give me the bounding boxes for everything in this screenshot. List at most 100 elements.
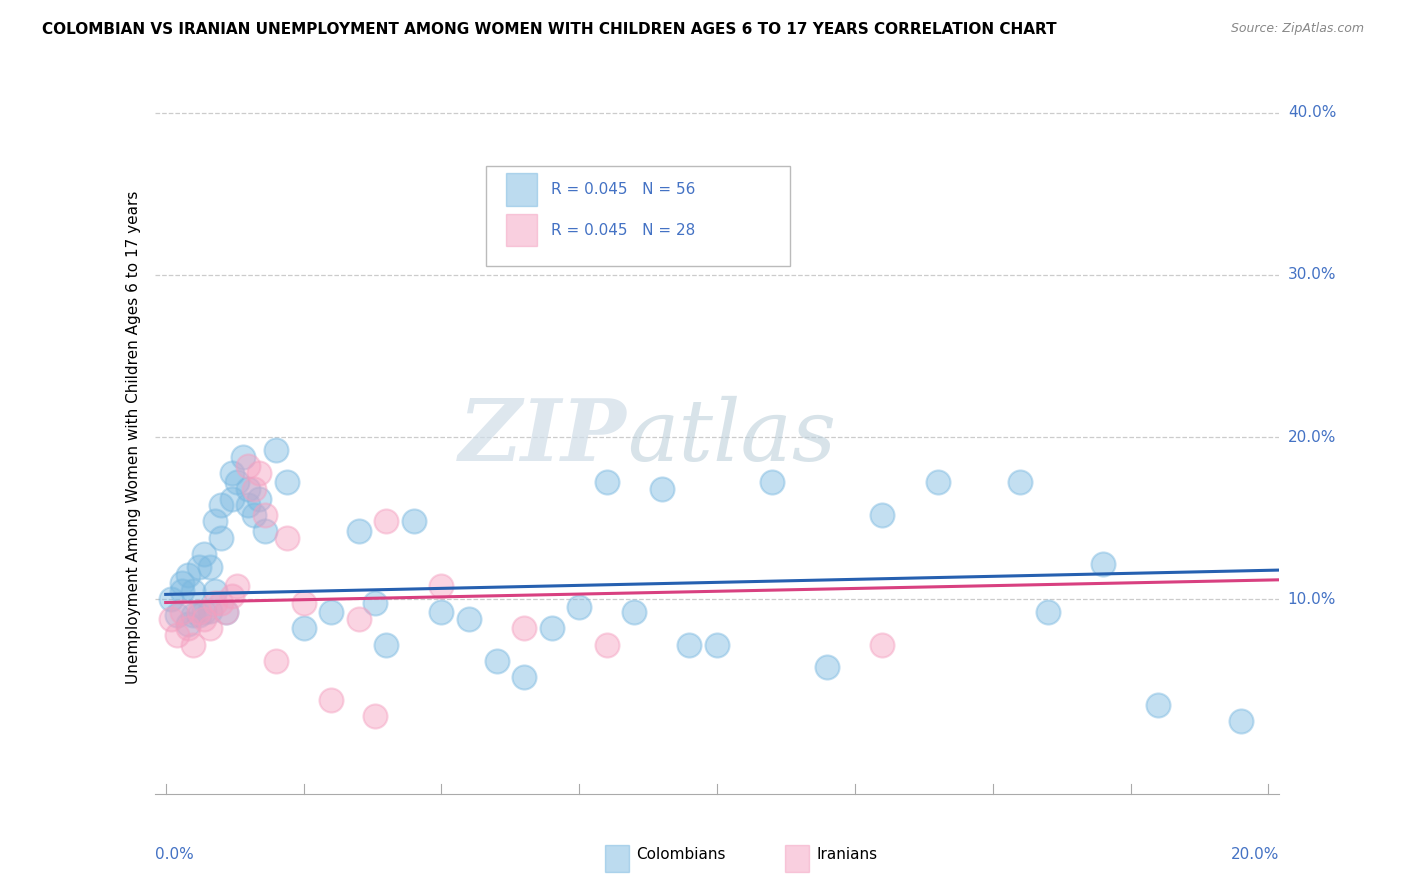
Bar <box>506 173 537 205</box>
Point <box>430 579 453 593</box>
Point <box>458 612 481 626</box>
Point <box>319 605 342 619</box>
Point <box>166 628 188 642</box>
Point <box>253 524 276 538</box>
Point <box>872 508 894 522</box>
Point <box>215 605 238 619</box>
Point <box>181 608 204 623</box>
Point <box>209 531 232 545</box>
Bar <box>506 214 537 246</box>
Point <box>485 654 508 668</box>
Point <box>430 605 453 619</box>
Text: 10.0%: 10.0% <box>1288 591 1336 607</box>
Point <box>193 547 215 561</box>
Point <box>264 654 287 668</box>
Point <box>927 475 949 490</box>
Point <box>177 616 200 631</box>
FancyBboxPatch shape <box>486 166 790 266</box>
Point <box>364 709 387 723</box>
Point <box>209 595 232 609</box>
Point <box>706 638 728 652</box>
Point <box>249 466 271 480</box>
Point <box>204 584 226 599</box>
Point <box>209 498 232 512</box>
Point <box>187 559 209 574</box>
Point <box>198 604 221 618</box>
Text: 20.0%: 20.0% <box>1232 847 1279 863</box>
Point <box>623 605 645 619</box>
Point <box>187 605 209 619</box>
Point <box>651 482 673 496</box>
Text: 0.0%: 0.0% <box>155 847 194 863</box>
Point <box>187 608 209 623</box>
Text: Source: ZipAtlas.com: Source: ZipAtlas.com <box>1230 22 1364 36</box>
Point <box>215 605 238 619</box>
Point <box>264 443 287 458</box>
Point <box>166 608 188 623</box>
Point <box>221 589 243 603</box>
Point <box>249 491 271 506</box>
Text: Colombians: Colombians <box>636 847 725 862</box>
Text: ZIP: ZIP <box>460 395 627 479</box>
Point <box>347 524 370 538</box>
Point <box>238 482 260 496</box>
Point <box>177 622 200 636</box>
Point <box>238 459 260 474</box>
Point <box>243 508 266 522</box>
Point <box>540 622 562 636</box>
Point <box>221 491 243 506</box>
Point <box>364 595 387 609</box>
Point <box>347 612 370 626</box>
Point <box>292 622 315 636</box>
Point <box>181 584 204 599</box>
Point <box>596 638 619 652</box>
Point <box>221 466 243 480</box>
Point <box>204 595 226 609</box>
Point <box>292 595 315 609</box>
Point <box>204 515 226 529</box>
Point <box>193 605 215 619</box>
Point <box>375 515 398 529</box>
Point <box>872 638 894 652</box>
Point <box>226 579 249 593</box>
Text: 20.0%: 20.0% <box>1288 430 1336 444</box>
Point <box>761 475 783 490</box>
Text: COLOMBIAN VS IRANIAN UNEMPLOYMENT AMONG WOMEN WITH CHILDREN AGES 6 TO 17 YEARS C: COLOMBIAN VS IRANIAN UNEMPLOYMENT AMONG … <box>42 22 1057 37</box>
Bar <box>605 846 630 872</box>
Point <box>181 638 204 652</box>
Y-axis label: Unemployment Among Women with Children Ages 6 to 17 years: Unemployment Among Women with Children A… <box>125 190 141 684</box>
Text: 40.0%: 40.0% <box>1288 105 1336 120</box>
Point <box>177 568 200 582</box>
Point <box>232 450 254 464</box>
Point <box>1147 698 1170 712</box>
Point <box>253 508 276 522</box>
Bar <box>785 846 810 872</box>
Point <box>193 612 215 626</box>
Point <box>238 498 260 512</box>
Point <box>1036 605 1059 619</box>
Point <box>1092 557 1115 571</box>
Text: Iranians: Iranians <box>815 847 877 862</box>
Point <box>276 531 298 545</box>
Point <box>596 475 619 490</box>
Point <box>243 482 266 496</box>
Point <box>513 670 536 684</box>
Text: atlas: atlas <box>627 396 837 478</box>
Point <box>172 576 194 591</box>
Point <box>1010 475 1032 490</box>
Text: 30.0%: 30.0% <box>1288 268 1336 283</box>
Point <box>678 638 700 652</box>
Point <box>319 693 342 707</box>
Point <box>226 475 249 490</box>
Point <box>1230 714 1253 728</box>
Point <box>815 660 838 674</box>
Point <box>276 475 298 490</box>
Point <box>375 638 398 652</box>
Point <box>568 600 591 615</box>
Point <box>160 592 183 607</box>
Point <box>198 622 221 636</box>
Point <box>513 622 536 636</box>
Point <box>172 584 194 599</box>
Text: R = 0.045   N = 28: R = 0.045 N = 28 <box>551 223 695 237</box>
Point <box>160 612 183 626</box>
